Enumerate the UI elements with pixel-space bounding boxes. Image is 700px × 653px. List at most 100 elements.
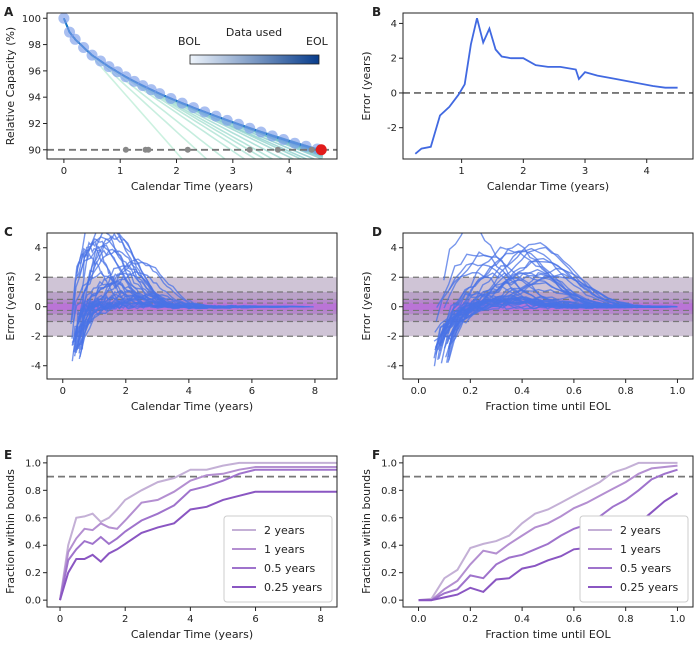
y-tick-label: -4 (31, 361, 41, 372)
eol-point (315, 144, 327, 156)
y-tick-label: 2 (391, 273, 397, 284)
y-tick-label: -2 (387, 332, 397, 343)
y-tick-label: 0.2 (25, 568, 41, 579)
x-tick-label: 6 (252, 614, 258, 625)
legend: 2 years 1 years 0.5 years 0.25 years (223, 515, 333, 603)
x-tick-label: 6 (249, 386, 255, 397)
panel-a: 0 1 2 3 4 90 92 94 96 98 100 Calendar Time (years) R… (4, 5, 338, 193)
x-tick-label: 0 (60, 386, 66, 397)
y-tick-label: 96 (28, 66, 41, 77)
colorbar: Data used BOL EOL (178, 26, 329, 65)
colorbar-title: Data used (226, 26, 282, 39)
y-tick-label: 0.8 (25, 486, 41, 497)
colorbar-end-label: EOL (306, 35, 329, 48)
y-tick-label: 2 (35, 273, 41, 284)
series-line (59, 490, 337, 601)
plot-area (403, 461, 693, 602)
x-tick-label: 0.6 (566, 386, 582, 397)
x-tick-label: 2 (173, 166, 179, 177)
panel-d: 0.0 0.2 0.4 0.6 0.8 1.0 -4 -2 0 2 4 Fraction time u… (360, 225, 694, 413)
x-tick-label: 8 (312, 386, 318, 397)
threshold-crossing-marker (145, 146, 152, 153)
x-tick-label: 4 (187, 614, 193, 625)
y-tick-label: 1.0 (25, 458, 41, 469)
x-tick-label: 3 (230, 166, 236, 177)
error-trajectory-line (81, 233, 300, 310)
measured-point (176, 97, 188, 109)
series-line (418, 461, 678, 602)
x-tick-label: 0.8 (618, 386, 634, 397)
x-tick-label: 1 (458, 166, 464, 177)
measured-point (199, 106, 211, 118)
y-tick-label: 0.4 (381, 541, 397, 552)
legend-label: 2 years (264, 524, 305, 537)
legend-label: 0.5 years (264, 562, 316, 575)
x-axis-label: Calendar Time (years) (131, 180, 253, 193)
axes-frame (46, 455, 338, 608)
plot-area (47, 233, 337, 362)
colorbar-bar (189, 54, 320, 65)
measured-point (154, 88, 166, 100)
y-axis-label: Error (years) (360, 271, 373, 340)
axes-frame (46, 12, 338, 160)
panel-e: 0 2 4 6 8 0.0 0.2 0.4 0.6 0.8 1.0 Calendar Time (ye… (4, 448, 338, 641)
y-tick-label: 100 (22, 14, 41, 25)
y-axis-label: Fraction within bounds (4, 469, 17, 594)
y-tick-label: 0.4 (25, 541, 41, 552)
y-axis-label: Relative Capacity (%) (4, 27, 17, 145)
x-tick-label: 2 (123, 386, 129, 397)
series-line (59, 461, 337, 601)
legend-label: 0.25 years (264, 581, 323, 594)
error-trajectory-line (82, 233, 178, 313)
panel-letter: B (372, 5, 381, 19)
y-tick-label: 0.2 (381, 568, 397, 579)
series-line (59, 468, 337, 601)
y-tick-label: 90 (28, 145, 41, 156)
y-tick-label: 2 (391, 54, 397, 65)
x-tick-label: 8 (318, 614, 324, 625)
x-tick-label: 0.8 (618, 614, 634, 625)
plot-area (47, 461, 337, 601)
y-tick-label: 92 (28, 119, 41, 130)
error-trajectory-line (71, 261, 213, 343)
plot-area (47, 13, 337, 159)
series-line (418, 464, 678, 602)
measured-point (289, 137, 301, 149)
y-tick-label: -2 (387, 123, 397, 134)
measured-point (58, 13, 70, 24)
panel-f: 0.0 0.2 0.4 0.6 0.8 1.0 0.0 0.2 0.4 0.6 0.8 1.0 Frac… (360, 448, 694, 641)
fit-curve (63, 17, 184, 159)
error-trajectory-line (78, 264, 179, 334)
axes-frame (402, 232, 694, 380)
panel-letter: E (4, 448, 12, 462)
y-tick-label: 0 (391, 302, 397, 313)
legend-label: 2 years (620, 524, 661, 537)
y-tick-label: 4 (391, 19, 397, 30)
axes-frame (46, 232, 338, 380)
legend-label: 0.5 years (620, 562, 672, 575)
plot-area (403, 17, 693, 155)
measured-point (128, 75, 140, 87)
measured-point (165, 92, 177, 104)
colorbar-start-label: BOL (178, 35, 201, 48)
y-tick-label: 94 (28, 93, 41, 104)
error-trajectory-line (440, 297, 678, 347)
measured-point (255, 126, 267, 138)
legend-label: 1 years (264, 543, 305, 556)
measured-point (278, 134, 290, 146)
series-line (59, 466, 337, 601)
y-tick-label: 0.6 (25, 513, 41, 524)
measured-point (103, 61, 115, 73)
threshold-crossing-marker (308, 146, 315, 153)
error-trajectory-line (78, 301, 184, 346)
x-tick-label: 4 (286, 166, 292, 177)
panel-letter: C (4, 225, 13, 239)
y-tick-label: 0.0 (25, 596, 41, 607)
series-line-error (414, 17, 678, 155)
x-tick-label: 1.0 (670, 386, 686, 397)
legend-label: 1 years (620, 543, 661, 556)
measured-point (232, 118, 244, 130)
y-tick-label: 98 (28, 40, 41, 51)
x-tick-label: 0.4 (514, 386, 530, 397)
